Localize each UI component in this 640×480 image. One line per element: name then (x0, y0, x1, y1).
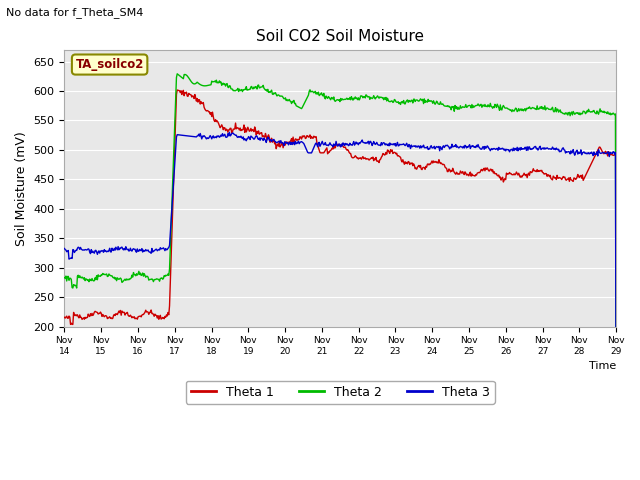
Text: No data for f_Theta_SM4: No data for f_Theta_SM4 (6, 7, 144, 18)
Legend: Theta 1, Theta 2, Theta 3: Theta 1, Theta 2, Theta 3 (186, 381, 495, 404)
Title: Soil CO2 Soil Moisture: Soil CO2 Soil Moisture (256, 29, 424, 44)
Y-axis label: Soil Moisture (mV): Soil Moisture (mV) (15, 131, 28, 246)
Text: TA_soilco2: TA_soilco2 (76, 58, 144, 71)
X-axis label: Time: Time (589, 361, 616, 372)
